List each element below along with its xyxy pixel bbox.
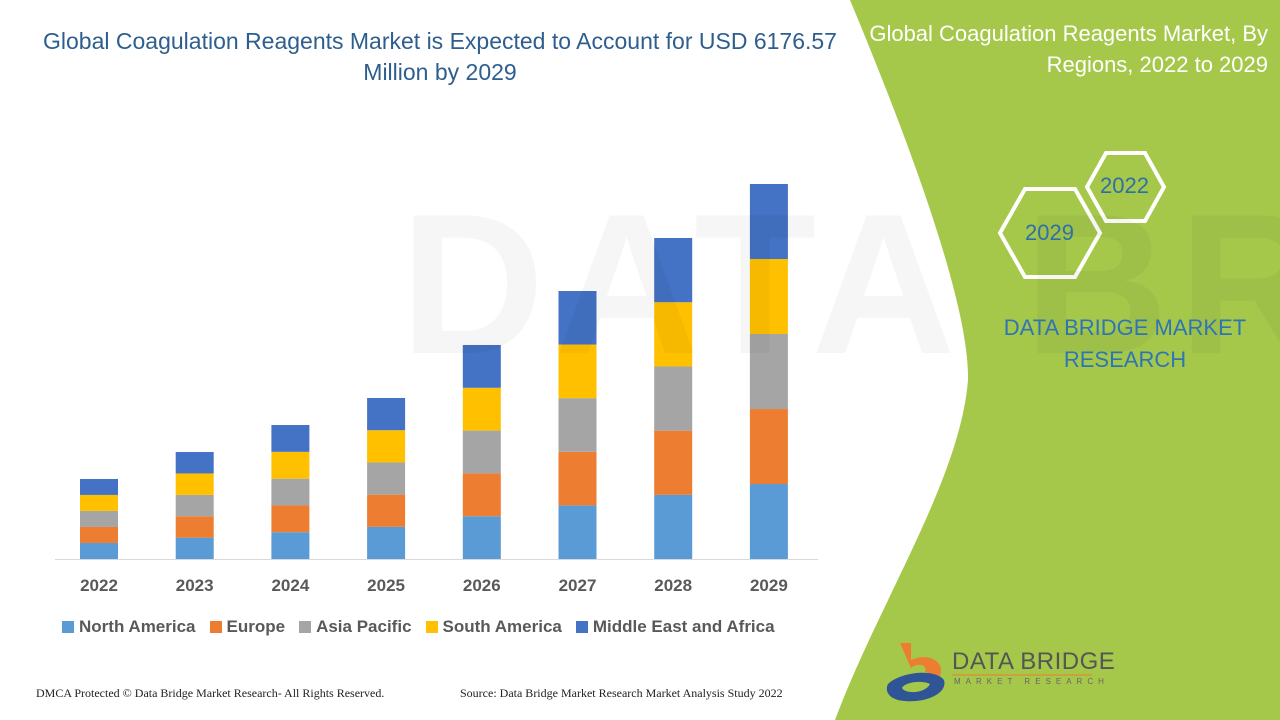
bar-segment-2026-asia-pacific [462,430,501,474]
x-tick-label: 2023 [175,576,214,595]
footer-copyright: DMCA Protected © Data Bridge Market Rese… [36,686,385,700]
bar-segment-2022-south-america [80,494,118,511]
legend-label: North America [79,617,196,636]
bar-segment-2027-north-america [558,505,597,559]
hex-year-2022: 2022 [1100,173,1149,198]
bar-segment-2022-europe [80,526,118,543]
bar-segment-2023-europe [175,516,214,538]
bar-segment-2024-europe [271,505,310,533]
bar-segment-2027-europe [558,451,597,506]
x-tick-label: 2028 [654,576,693,595]
legend-swatch [425,621,438,633]
bar-segment-2024-south-america [271,451,310,479]
legend-label: South America [442,617,562,636]
bar-segment-2025-south-america [367,430,406,463]
bar-segment-2028-middle-east-and-africa [654,238,693,303]
bar-segment-2023-asia-pacific [175,494,214,517]
legend-item-middle-east-africa: Middle East and Africa [575,617,775,637]
bar-segment-2026-europe [462,473,501,517]
x-tick-label: 2026 [462,576,501,595]
x-tick-label: 2029 [749,576,788,595]
bar-segment-2026-middle-east-and-africa [462,344,501,388]
legend-swatch [62,621,74,633]
x-tick-label: 2027 [558,576,597,595]
brand-text: DATA BRIDGE MARKET RESEARCH [1003,315,1247,372]
legend-label: Middle East and Africa [592,617,775,636]
hex-year-2029: 2029 [1025,220,1074,245]
legend: North America Europe Asia Pacific South … [62,617,775,637]
x-tick-label: 2024 [271,576,310,595]
bar-segment-2028-asia-pacific [654,366,693,431]
bar-segment-2024-north-america [271,532,310,559]
bar-segment-2028-europe [654,430,693,495]
bar-segment-2027-asia-pacific [558,398,597,452]
bar-segment-2028-north-america [654,494,693,559]
x-tick-label: 2025 [367,576,405,595]
bar-segment-2028-south-america [654,302,693,367]
bar-segment-2027-middle-east-and-africa [558,291,597,345]
legend-swatch [209,621,222,633]
bar-segment-2024-middle-east-and-africa [271,425,310,452]
legend-label: Europe [226,617,286,636]
bar-segment-2024-asia-pacific [271,478,310,506]
legend-swatch [575,621,588,633]
bars-group [80,184,788,559]
bar-segment-2026-north-america [462,516,501,559]
logo-mark [886,643,1092,702]
legend-item-south-america: South America [425,617,562,637]
side-panel-title: Global Coagulation Reagents Market, By R… [869,21,1268,77]
green-side-panel [835,0,1280,720]
bar-segment-2022-north-america [80,542,118,559]
legend-item-asia-pacific: Asia Pacific [299,617,412,637]
logo-name: DATA BRIDGE [952,648,1116,675]
bar-segment-2026-south-america [462,387,501,431]
bar-segment-2023-middle-east-and-africa [175,452,214,474]
bar-segment-2029-asia-pacific [749,333,788,410]
hexagon-2022 [1084,151,1167,223]
bar-segment-2029-north-america [749,484,788,559]
bar-segment-2022-middle-east-and-africa [80,478,118,495]
bar-segment-2025-north-america [367,526,406,559]
chart-title: Global Coagulation Reagents Market is Ex… [43,28,837,85]
hexagon-2029 [997,187,1103,279]
bar-segment-2027-south-america [558,344,597,399]
logo-tagline: MARKET RESEARCH [954,677,1109,686]
bar-segment-2025-middle-east-and-africa [367,397,406,431]
bar-segment-2029-south-america [749,259,788,334]
bar-segment-2029-middle-east-and-africa [749,184,788,260]
legend-label: Asia Pacific [316,617,412,636]
footer-source: Source: Data Bridge Market Research Mark… [460,686,783,700]
bar-segment-2023-north-america [175,537,214,559]
legend-item-europe: Europe [209,617,286,637]
bar-segment-2023-south-america [175,473,214,495]
legend-item-north-america: North America [62,617,196,637]
legend-swatch [299,621,312,633]
bar-segment-2022-asia-pacific [80,510,118,527]
bar-segment-2029-europe [749,409,788,485]
bar-segment-2025-europe [367,494,406,527]
x-tick-label: 2022 [80,576,118,595]
bar-segment-2025-asia-pacific [367,462,406,495]
